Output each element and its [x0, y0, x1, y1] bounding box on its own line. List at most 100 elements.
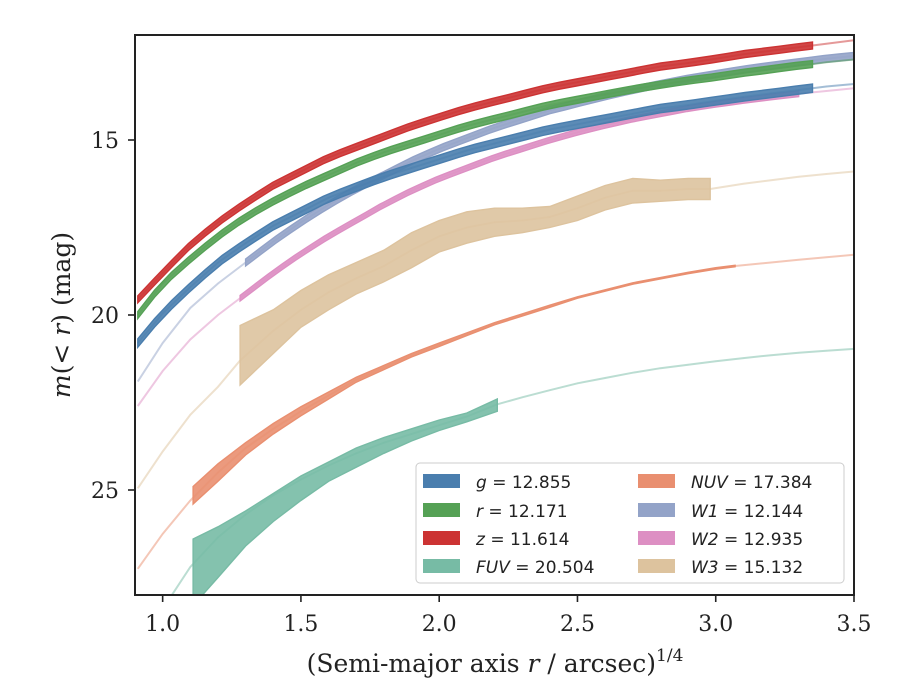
series-w2-point: [217, 314, 219, 316]
series-w2-point: [383, 204, 385, 206]
series-w1-point: [438, 148, 440, 150]
series-g-point: [411, 167, 413, 169]
x-tick-label: 2.0: [422, 612, 457, 637]
legend-label-nuv: NUV = 17.384: [691, 473, 812, 493]
series-z-point: [137, 299, 139, 301]
legend-item-g: g = 12.855: [423, 473, 571, 493]
series-z-point: [438, 116, 440, 118]
series-g-point: [217, 262, 219, 264]
series-w1-point: [826, 58, 828, 60]
series-z-point: [300, 171, 302, 173]
series-z-point: [217, 222, 219, 224]
series-g-point: [577, 124, 579, 126]
series-z-point: [604, 76, 606, 78]
series-z-point: [812, 45, 814, 47]
legend-label-fuv: FUV = 20.504: [476, 558, 594, 578]
series-z-point: [521, 94, 523, 96]
series-w2-point: [355, 220, 357, 222]
series-z-point: [577, 81, 579, 83]
legend-swatch-fuv: [423, 559, 460, 573]
series-nuv-point: [687, 272, 689, 274]
series-r-point: [217, 236, 219, 238]
series-r-point: [798, 65, 800, 67]
series-z-point: [328, 157, 330, 159]
series-z-point: [826, 43, 828, 45]
series-nuv-point: [715, 268, 717, 270]
series-r-point: [743, 72, 745, 74]
series-w1-point: [217, 283, 219, 285]
series-nuv-point: [604, 290, 606, 292]
series-w2-point: [137, 405, 139, 407]
series-nuv-band: [192, 264, 736, 506]
series-z-point: [411, 125, 413, 127]
series-w3-point: [466, 227, 468, 229]
series-z-point: [549, 87, 551, 89]
series-w2-point: [328, 236, 330, 238]
series-g-point: [549, 129, 551, 131]
series-w3-point: [604, 197, 606, 199]
series-z-point: [383, 136, 385, 138]
legend-item-nuv: NUV = 17.384: [638, 473, 812, 493]
legend-label-r: r = 12.171: [476, 502, 568, 522]
y-axis-label: m(< r) (mag): [47, 232, 76, 398]
series-z-point: [273, 185, 275, 187]
legend-swatch-nuv: [638, 474, 675, 488]
series-fuv-point: [660, 367, 662, 369]
series-r-point: [245, 216, 247, 218]
legend-item-r: r = 12.171: [423, 502, 568, 522]
series-w3-point: [632, 190, 634, 192]
series-w2-point: [300, 253, 302, 255]
series-r-point: [549, 104, 551, 106]
series-w3-point: [826, 173, 828, 175]
series-w3-point: [709, 188, 711, 190]
series-nuv-point: [438, 344, 440, 346]
series-z-point: [466, 108, 468, 110]
series-nuv-point: [826, 257, 828, 259]
series-nuv-point: [466, 334, 468, 336]
series-r-point: [632, 89, 634, 91]
series-r-point: [466, 125, 468, 127]
series-g-point: [245, 242, 247, 244]
series-nuv-point: [273, 428, 275, 430]
series-nuv-point: [162, 533, 164, 535]
series-w1-point: [466, 137, 468, 139]
series-fuv-point: [604, 377, 606, 379]
series-nuv-point: [137, 568, 139, 570]
series-g-point: [355, 187, 357, 189]
legend-label-g: g = 12.855: [476, 473, 571, 493]
series-nuv-point: [328, 395, 330, 397]
series-fuv-point: [549, 389, 551, 391]
series-w1-point: [190, 307, 192, 309]
series-r-point: [438, 134, 440, 136]
legend-item-z: z = 11.614: [423, 530, 569, 550]
legend-item-w1: W1 = 12.144: [638, 502, 803, 522]
x-tick-label: 1.0: [145, 612, 180, 637]
series-fuv-band: [192, 397, 498, 595]
series-w3-point: [438, 236, 440, 238]
series-w3-point: [190, 414, 192, 416]
series-w1-point: [245, 262, 247, 264]
series-w1-point: [549, 110, 551, 112]
series-nuv: [136, 253, 854, 570]
series-g-point: [494, 143, 496, 145]
series-g-point: [604, 118, 606, 120]
series-fuv-point: [743, 357, 745, 359]
series-z-point: [687, 62, 689, 64]
series-w3-point: [162, 451, 164, 453]
series-g-point: [826, 86, 828, 88]
series-g-point: [190, 286, 192, 288]
series-w1-point: [521, 118, 523, 120]
series-r-point: [770, 69, 772, 71]
x-tick-label: 3.5: [837, 612, 872, 637]
ticks-layer: 1.0 1.5 2.0 2.5 3.0 3.5 15 20 25: [91, 129, 872, 637]
y-tick-label: 25: [91, 479, 119, 504]
x-tick-label: 3.0: [698, 612, 733, 637]
series-w3-point: [217, 386, 219, 388]
series-g-point: [660, 108, 662, 110]
legend-frame: [415, 462, 845, 584]
series-r-point: [715, 76, 717, 78]
series-layer: [136, 39, 854, 595]
series-nuv-point: [383, 367, 385, 369]
series-w3-point: [355, 278, 357, 280]
series-nuv-point: [770, 262, 772, 264]
